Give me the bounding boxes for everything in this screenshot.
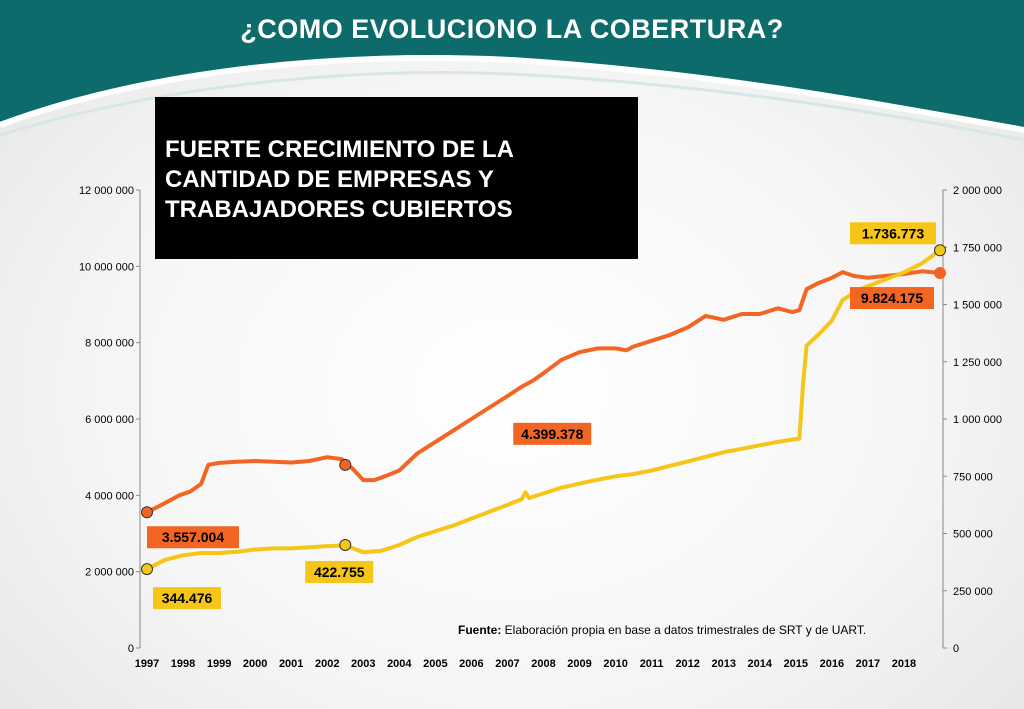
source-note: Fuente: Elaboración propia en base a dat…	[458, 623, 866, 637]
x-tick-label: 1997	[135, 658, 159, 670]
x-tick-label: 2015	[784, 658, 808, 670]
header-banner	[0, 0, 1024, 142]
source-text: Elaboración propia en base a datos trime…	[501, 623, 866, 637]
x-tick-label: 2005	[423, 658, 447, 670]
empresas-marker	[141, 563, 153, 576]
trabajadores-value-box	[513, 422, 592, 445]
x-tick-label: 2011	[640, 658, 664, 670]
x-tick-label: 2006	[459, 658, 483, 670]
x-tick-label: 2002	[315, 658, 339, 670]
trabajadores-value-label: 3.557.004	[162, 529, 224, 545]
trabajadores-series-line	[145, 269, 942, 515]
empresas-marker	[339, 538, 352, 551]
x-tick-label: 2000	[243, 658, 267, 670]
trabajadores-value-label: 4.399.378	[521, 426, 583, 442]
empresas-marker	[934, 244, 946, 257]
x-tick-label: 2018	[892, 658, 916, 670]
left-tick-label: 8 000 000	[85, 338, 134, 350]
x-tick-label: 2004	[387, 658, 412, 670]
source-label: Fuente:	[458, 623, 501, 637]
slide-title: ¿COMO EVOLUCIONO LA COBERTURA?	[240, 14, 784, 44]
empresas-value-box	[153, 587, 221, 610]
empresas-value-label: 422.755	[314, 564, 365, 580]
trabajadores-value-label: 9.824.175	[861, 290, 923, 306]
x-tick-label: 2013	[711, 658, 735, 670]
right-tick-label: 1 750 000	[953, 242, 1002, 254]
x-tick-label: 2007	[495, 658, 519, 670]
left-tick-label: 12 000 000	[79, 185, 134, 197]
x-tick-label: 2010	[603, 658, 627, 670]
callout-box: FUERTE CRECIMIENTO DE LA CANTIDAD DE EMP…	[155, 97, 638, 259]
right-tick-label: 2 000 000	[953, 185, 1002, 197]
x-tick-label: 2001	[279, 658, 303, 670]
right-tick-label: 750 000	[953, 471, 993, 483]
right-tick-label: 1 500 000	[953, 300, 1002, 312]
left-tick-label: 0	[128, 643, 134, 655]
x-tick-label: 2003	[351, 658, 375, 670]
trabajadores-marker	[339, 458, 352, 471]
right-tick-label: 0	[953, 643, 959, 655]
right-tick-label: 1 000 000	[953, 414, 1002, 426]
right-tick-label: 250 000	[953, 586, 993, 598]
x-tick-label: 2008	[531, 658, 555, 670]
trabajadores-value-box	[850, 287, 934, 310]
left-tick-label: 4 000 000	[85, 490, 134, 502]
callout-text: FUERTE CRECIMIENTO DE LA CANTIDAD DE EMP…	[165, 136, 514, 223]
x-tick-label: 1999	[207, 658, 231, 670]
left-tick-label: 2 000 000	[85, 567, 134, 579]
empresas-value-label: 344.476	[162, 590, 213, 606]
x-tick-label: 2017	[856, 658, 880, 670]
x-tick-label: 1998	[171, 658, 195, 670]
left-tick-label: 6 000 000	[85, 414, 134, 426]
empresas-series-line	[145, 248, 942, 572]
right-tick-label: 1 250 000	[953, 357, 1002, 369]
trabajadores-marker	[934, 267, 946, 280]
left-tick-label: 10 000 000	[79, 261, 134, 273]
right-tick-label: 500 000	[953, 529, 993, 541]
x-tick-label: 2014	[748, 658, 773, 670]
x-tick-label: 2009	[567, 658, 591, 670]
empresas-value-box	[305, 560, 374, 583]
trabajadores-value-box	[147, 526, 239, 549]
empresas-value-label: 1.736.773	[862, 225, 924, 241]
x-tick-label: 2016	[820, 658, 844, 670]
x-tick-label: 2012	[675, 658, 699, 670]
trabajadores-marker	[141, 506, 153, 519]
empresas-value-box	[850, 222, 936, 245]
